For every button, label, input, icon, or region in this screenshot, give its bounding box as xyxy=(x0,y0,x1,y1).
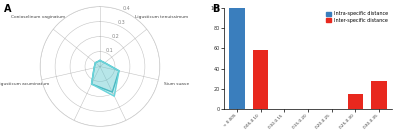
Bar xyxy=(229,8,245,109)
Legend: Intra-specific distance, Inter-specific distance: Intra-specific distance, Inter-specific … xyxy=(325,10,390,24)
Polygon shape xyxy=(92,61,119,92)
Bar xyxy=(348,94,363,109)
Text: B: B xyxy=(212,4,219,14)
Bar xyxy=(371,81,387,109)
Polygon shape xyxy=(92,61,119,96)
Text: A: A xyxy=(4,4,12,14)
Bar xyxy=(253,50,268,109)
